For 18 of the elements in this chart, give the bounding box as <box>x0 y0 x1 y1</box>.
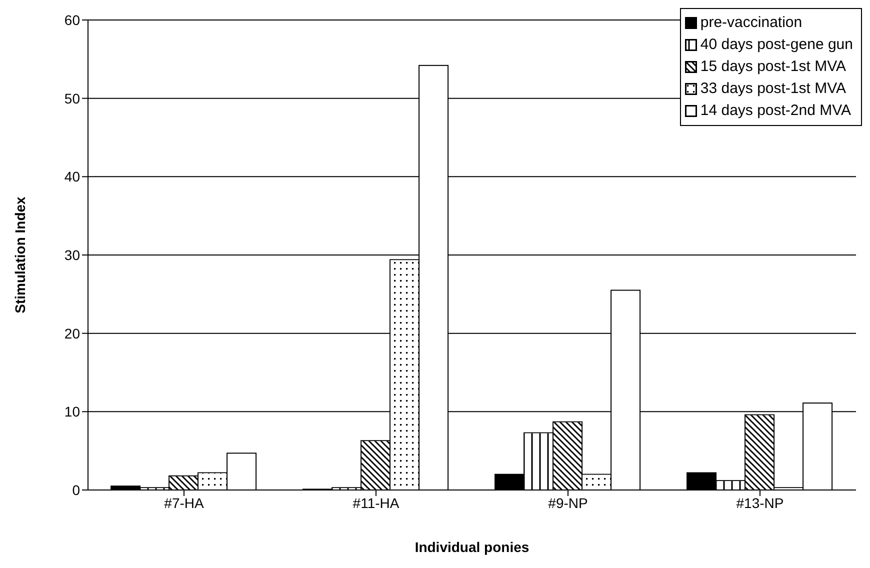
legend-label: 33 days post-1st MVA <box>700 79 846 99</box>
y-tick-label: 60 <box>64 12 80 28</box>
x-tick-label: #11-HA <box>352 494 400 511</box>
y-tick-label: 50 <box>64 90 80 106</box>
y-tick-label: 30 <box>64 246 80 263</box>
legend-label: 14 days post-2nd MVA <box>700 101 852 121</box>
x-tick-label: #13-NP <box>736 494 784 511</box>
x-axis-title: Individual ponies <box>414 539 530 555</box>
x-tick-label: #7-HA <box>164 494 204 511</box>
x-tick-label: #9-NP <box>548 494 588 511</box>
y-tick-label: 40 <box>64 168 80 185</box>
legend-label: 15 days post-1st MVA <box>700 57 846 77</box>
y-tick-label: 10 <box>64 404 80 420</box>
y-tick-label: 0 <box>72 482 80 498</box>
legend-label: pre-vaccination <box>700 13 802 33</box>
y-axis-title: Stimulation Index <box>12 196 28 314</box>
y-tick-label: 20 <box>64 325 80 342</box>
legend-label: 40 days post-gene gun <box>700 35 853 55</box>
